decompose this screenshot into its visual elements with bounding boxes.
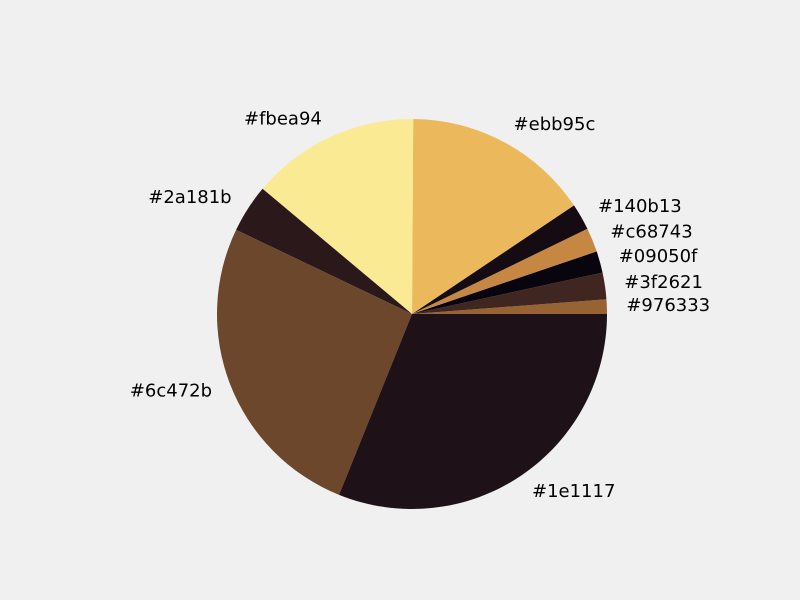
pie-slice-6c472b xyxy=(216,229,412,495)
pie-slice-976333 xyxy=(412,299,607,314)
pie-label-09050f: #09050f xyxy=(619,246,698,267)
pie-slice-fbea94 xyxy=(262,118,414,314)
pie-label-fbea94: #fbea94 xyxy=(244,108,322,129)
pie-label-6c472b: #6c472b xyxy=(130,381,212,402)
pie-label-976333: #976333 xyxy=(626,295,710,316)
pie-label-140b13: #140b13 xyxy=(598,196,682,217)
pie-slice-3f2621 xyxy=(412,272,607,314)
pie-slice-c68743 xyxy=(412,228,597,314)
pie-slice-2a181b xyxy=(236,188,412,314)
pie-slice-ebb95c xyxy=(412,119,574,314)
pie-label-3f2621: #3f2621 xyxy=(624,272,703,293)
pie-slice-1e1117 xyxy=(339,314,607,509)
pie-slice-09050f xyxy=(412,251,603,314)
pie-label-ebb95c: #ebb95c xyxy=(514,114,596,135)
pie-label-2a181b: #2a181b xyxy=(148,187,231,208)
pie-slices xyxy=(216,118,607,509)
pie-slice-140b13 xyxy=(412,205,588,314)
pie-label-c68743: #c68743 xyxy=(610,222,692,243)
pie-label-1e1117: #1e1117 xyxy=(532,481,615,502)
pie-labels: #976333#3f2621 #09050f #c68743 #140b13 #ebb9… xyxy=(130,108,710,501)
